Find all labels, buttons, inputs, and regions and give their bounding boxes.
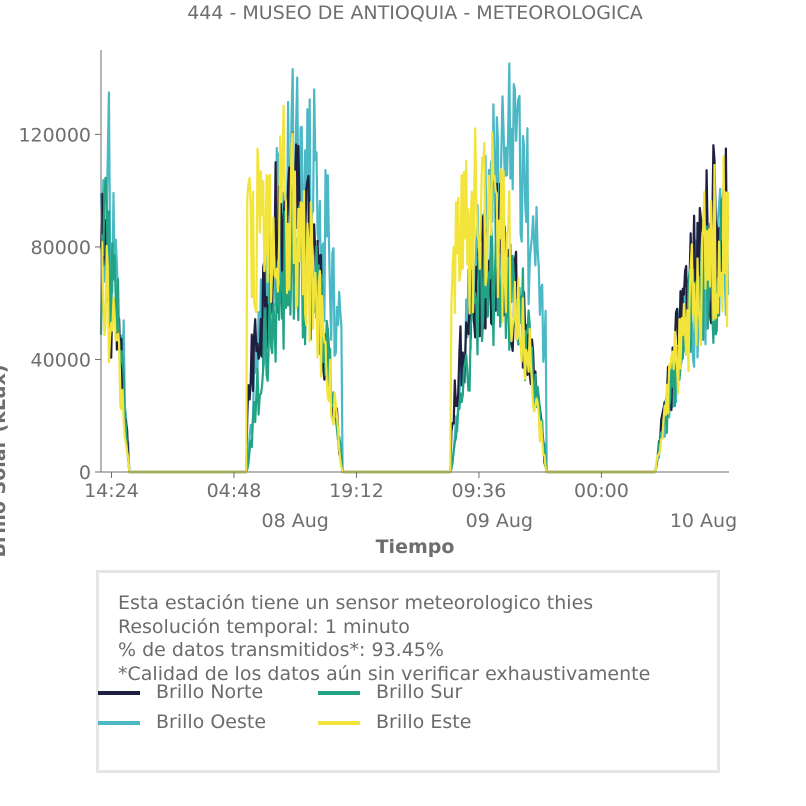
x-date-label: 08 Aug	[262, 510, 329, 532]
legend-swatch-oeste	[98, 721, 140, 725]
x-tick-label: 19:12	[329, 480, 384, 502]
x-axis-label: Tiempo	[376, 536, 455, 558]
info-box: Esta estación tiene un sensor meteorolog…	[96, 570, 720, 773]
x-tick-label: 09:36	[452, 480, 507, 502]
y-tick-label: 40000	[31, 349, 91, 371]
y-axis-label: Brillo Solar (kLux)	[0, 364, 10, 557]
info-quality: *Calidad de los datos aún sin verificar …	[118, 663, 651, 685]
series-line-brillo-oeste	[99, 62, 730, 474]
legend-label-oeste: Brillo Oeste	[156, 711, 267, 733]
chart-area: 0 40000 80000 120000 14:24 04:48 19:12 09:36 00…	[0, 50, 737, 558]
info-resolution: Resolución temporal: 1 minuto	[118, 616, 410, 638]
x-tick-label: 00:00	[574, 480, 629, 502]
y-tick-label: 0	[79, 462, 91, 484]
legend-swatch-sur	[318, 691, 360, 695]
legend-swatch-norte	[98, 691, 140, 695]
legend-swatch-este	[318, 721, 360, 725]
series-line-brillo-norte	[99, 131, 729, 474]
x-date-label: 10 Aug	[670, 510, 737, 532]
info-station: Esta estación tiene un sensor meteorolog…	[118, 592, 594, 614]
x-tick-label: 14:24	[84, 480, 139, 502]
x-date-label: 09 Aug	[466, 510, 533, 532]
legend-label-este: Brillo Este	[376, 711, 472, 733]
series-line-brillo-sur	[99, 176, 730, 474]
series-layer	[99, 62, 730, 474]
legend-label-sur: Brillo Sur	[376, 681, 463, 703]
x-tick-label: 04:48	[207, 480, 262, 502]
y-tick-label: 120000	[18, 124, 91, 146]
chart-title: 444 - MUSEO DE ANTIOQUIA - METEOROLOGICA	[187, 2, 643, 24]
legend-label-norte: Brillo Norte	[156, 681, 264, 703]
x-ticks: 14:24 04:48 19:12 09:36 00:00 08 Aug 09 Aug 10 …	[84, 472, 737, 532]
info-transmitted: % de datos transmitidos*: 93.45%	[118, 639, 444, 661]
y-tick-label: 80000	[31, 237, 91, 259]
series-line-brillo-este	[99, 104, 730, 474]
y-ticks: 0 40000 80000 120000	[18, 124, 101, 484]
